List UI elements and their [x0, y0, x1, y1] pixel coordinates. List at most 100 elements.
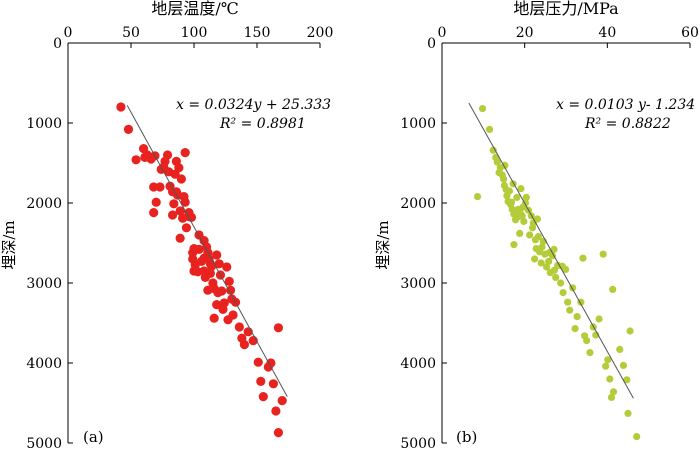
panel-a-y-tick-label: 4000: [26, 356, 62, 372]
panel-b-data-point: [623, 376, 631, 384]
panel-a-data-point: [174, 163, 184, 173]
panel-b-data-point: [495, 169, 503, 177]
panel-b-data-point: [522, 193, 530, 201]
panel-a-data-point: [222, 262, 232, 272]
panel-b-data-point: [583, 337, 591, 345]
panel-b-data-point: [537, 259, 545, 267]
panel-b-data-point: [530, 255, 539, 263]
panel-b-data-point: [633, 433, 641, 441]
panel-a-data-point: [271, 406, 281, 416]
panel-a-data-point: [273, 323, 284, 333]
panel-b-data-point: [619, 361, 628, 369]
panel-a-data-point: [194, 244, 204, 254]
panel-a-data-point: [225, 285, 236, 295]
panel-b-data-point: [489, 146, 497, 154]
panel-a-y-tick-label: 1000: [26, 116, 62, 132]
panel-a-data-point: [277, 396, 287, 406]
panel-a-data-point: [162, 150, 173, 160]
panel-b-data-point: [616, 345, 624, 353]
panel-b-data-point: [559, 289, 567, 297]
panel-a-data-point: [181, 223, 192, 233]
panel-b-data-point: [586, 349, 594, 357]
panel-a-data-point: [266, 358, 276, 368]
panel-a-data-point: [217, 286, 227, 296]
panel-b-data-point: [566, 306, 574, 314]
panel-b-fit-line: [468, 102, 634, 399]
panel-b-data-point: [626, 327, 634, 335]
panel-a-data-point: [239, 340, 249, 350]
panel-b-data-point: [520, 217, 528, 225]
panel-a-data-point: [176, 174, 186, 184]
panel-b-x-label: 地层压力/MPa: [513, 0, 619, 18]
panel-a-data-point: [149, 208, 159, 218]
panel-a-x-tick-label: 50: [122, 25, 140, 41]
panel-a-data-point: [268, 379, 278, 389]
panel-b-data-point: [545, 257, 553, 265]
panel-a-x-tick-label: 200: [307, 25, 334, 41]
panel-b-data-point: [485, 125, 494, 133]
panel-a-fit-line: [126, 105, 288, 397]
panel-b-data-point: [604, 356, 612, 364]
panel-b-data-point: [526, 231, 534, 239]
panel-b-data-point: [607, 393, 616, 401]
panel-b-data-point: [517, 185, 525, 193]
panel-a-data-point: [149, 182, 159, 192]
panel-a-data-point: [175, 206, 185, 216]
panel-a-x-tick-label: 100: [181, 25, 208, 41]
panel-b-y-tick-label: 4000: [400, 356, 436, 372]
panel-a-data-point: [228, 310, 238, 320]
panel-b-data-point: [493, 158, 501, 166]
panel-b-x-tick-label: 0: [438, 25, 447, 41]
panel-b-data-point: [478, 105, 487, 113]
panel-a-y-tick-label: 0: [53, 36, 62, 52]
panel-b-x-tick-label: 40: [598, 25, 616, 41]
panel-b-data-point: [538, 243, 546, 251]
panel-a-data-point: [180, 148, 190, 158]
panel-b-data-point: [579, 254, 587, 262]
panel-b-data-point: [533, 215, 542, 223]
panel-b-data-point: [602, 362, 610, 370]
panel-b-label: (b): [456, 428, 477, 446]
panel-a-x-tick-label: 150: [244, 25, 271, 41]
panel-a-data-point: [175, 233, 185, 243]
panel-a-data-point: [234, 322, 244, 332]
panel-a-data-point: [167, 210, 178, 220]
panel-a-data-point: [131, 155, 141, 165]
panel-b-data-point: [516, 229, 524, 237]
panel-a-data-point: [186, 212, 197, 222]
panel-b-data-point: [542, 263, 551, 271]
panel-a-data-point: [214, 259, 224, 269]
panel-b-y-tick-label: 2000: [400, 196, 436, 212]
panel-a-data-point: [212, 250, 222, 260]
panel-a: 地层温度/℃ 0 50 100 150 200010002000300040005000…: [0, 0, 333, 450]
panel-a-x-label: 地层温度/℃: [151, 0, 238, 18]
panel-a-label: (a): [83, 428, 104, 446]
panel-b-data-point: [564, 298, 572, 306]
panel-b-equation: x = 0.0103 y- 1.234: [556, 97, 695, 113]
panel-a-data-point: [123, 124, 134, 134]
panel-a-data-point: [212, 300, 222, 310]
panel-a-y-tick-label: 5000: [26, 436, 62, 450]
panel-b-data-point: [499, 175, 508, 183]
panel-b-data-point: [606, 375, 614, 383]
panel-b-data-point: [473, 193, 482, 201]
panel-b-y-tick-label: 1000: [400, 116, 436, 132]
panel-a-data-point: [169, 199, 179, 209]
panel-b-data-point: [505, 187, 513, 195]
panel-a-y-tick-label: 2000: [26, 196, 62, 212]
panel-b-data-point: [510, 241, 518, 249]
panel-b-data-point: [573, 313, 581, 321]
panel-b-y-tick-label: 3000: [400, 276, 436, 292]
panel-b-y-tick-label: 5000: [400, 436, 436, 450]
panel-a-data-point: [151, 197, 161, 207]
panel-a-data-point: [116, 102, 126, 112]
panel-b-data-point: [507, 198, 516, 206]
panel-b-data-point: [624, 409, 632, 417]
panel-b-data-point: [571, 325, 579, 333]
panel-a-data-point: [256, 376, 266, 386]
panel-b-x-tick-label: 60: [681, 25, 699, 41]
panel-b-data-point: [550, 266, 559, 274]
panel-b-data-point: [552, 273, 560, 281]
